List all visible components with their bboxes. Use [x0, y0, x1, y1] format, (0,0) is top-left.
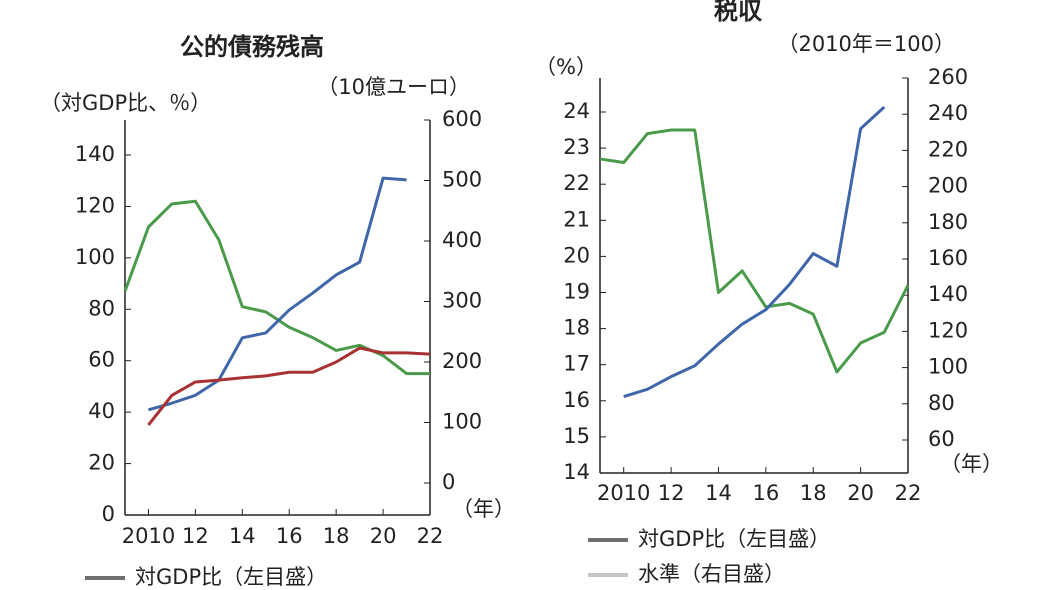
y2-tick-label: 220: [928, 137, 968, 161]
y-tick-label: 20: [88, 451, 115, 475]
chart-title: 税収: [714, 0, 763, 25]
x-axis-unit: （年）: [940, 452, 1003, 476]
y2-axis-label: （10億ユーロ）: [317, 75, 470, 99]
x-tick-label: 2010: [597, 481, 650, 505]
y2-tick-label: 80: [928, 391, 955, 415]
y-tick-label: 21: [563, 207, 590, 231]
x-tick-label: 16: [752, 481, 779, 505]
data-line: [123, 199, 430, 376]
y2-tick-label: 160: [928, 246, 968, 270]
x-tick-label: 14: [229, 524, 256, 548]
y2-tick-label: 100: [928, 355, 968, 379]
x-tick-label: 2010: [122, 524, 175, 548]
data-line: [148, 176, 407, 412]
y-tick-label: 80: [88, 296, 115, 320]
y-tick-label: 0: [102, 502, 115, 526]
y-tick-label: 16: [563, 388, 590, 412]
y-tick-label: 40: [88, 399, 115, 423]
chart-title: 公的債務残高: [180, 33, 324, 61]
y2-tick-label: 600: [442, 107, 482, 131]
y-tick-label: 120: [75, 193, 115, 217]
data-line: [147, 346, 431, 426]
y2-tick-label: 260: [928, 65, 968, 89]
y-tick-label: 100: [75, 245, 115, 269]
y2-tick-label: 200: [442, 349, 482, 373]
x-tick-label: 18: [800, 481, 827, 505]
x-tick-label: 20: [370, 524, 397, 548]
y-axis-label: （%）: [535, 55, 597, 79]
y2-tick-label: 0: [442, 470, 455, 494]
y-tick-label: 15: [563, 424, 590, 448]
legend-label: 水準（右目盛）: [638, 562, 785, 586]
y2-tick-label: 400: [442, 228, 482, 252]
y-tick-label: 18: [563, 316, 590, 340]
legend-label: 対GDP比（左目盛）: [638, 527, 830, 551]
y2-tick-label: 100: [442, 410, 482, 434]
x-tick-label: 12: [658, 481, 685, 505]
data-line: [623, 105, 886, 398]
y-tick-label: 140: [75, 142, 115, 166]
legend-label: 対GDP比（左目盛）: [135, 565, 327, 589]
y2-tick-label: 140: [928, 282, 968, 306]
x-tick-label: 22: [895, 481, 922, 505]
y-tick-label: 14: [563, 460, 590, 484]
x-tick-label: 20: [847, 481, 874, 505]
x-tick-label: 18: [323, 524, 350, 548]
x-tick-label: 14: [705, 481, 732, 505]
y-tick-label: 23: [563, 135, 590, 159]
y-tick-label: 19: [563, 280, 590, 304]
y2-tick-label: 120: [928, 318, 968, 342]
data-line: [599, 128, 910, 374]
x-tick-label: 12: [182, 524, 209, 548]
y2-tick-label: 60: [928, 427, 955, 451]
y2-tick-label: 240: [928, 101, 968, 125]
y2-tick-label: 500: [442, 168, 482, 192]
chart-subtitle: （2010年＝100）: [777, 32, 955, 56]
y-axis-label: （対GDP比、％）: [40, 91, 211, 115]
y-tick-label: 22: [563, 171, 590, 195]
y2-tick-label: 300: [442, 289, 482, 313]
x-axis-unit: （年）: [452, 497, 515, 521]
y-tick-label: 17: [563, 352, 590, 376]
y2-tick-label: 200: [928, 174, 968, 198]
x-tick-label: 22: [417, 524, 444, 548]
y-tick-label: 24: [563, 99, 590, 123]
y-tick-label: 60: [88, 348, 115, 372]
y-tick-label: 20: [563, 243, 590, 267]
y2-tick-label: 180: [928, 210, 968, 234]
x-tick-label: 16: [276, 524, 303, 548]
